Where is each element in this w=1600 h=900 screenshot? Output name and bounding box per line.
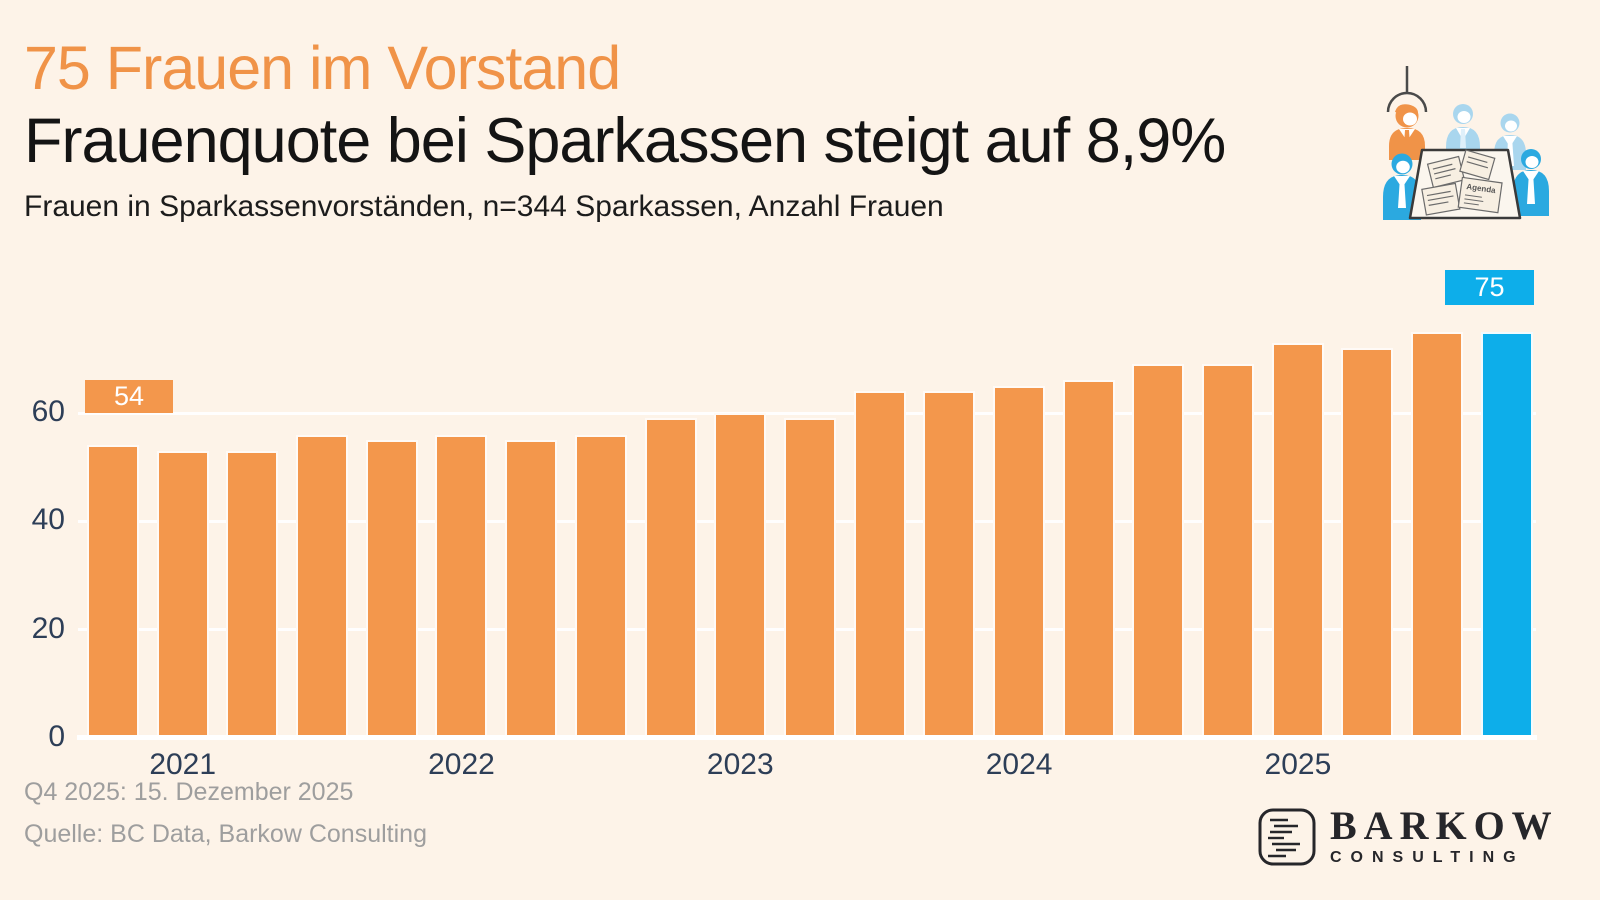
bar-q1-2023 [714, 413, 767, 738]
barkow-logo-icon [1258, 808, 1316, 865]
y-tick-label-40: 40 [31, 503, 65, 537]
barkow-logo: BARKOW CONSULTING [1258, 806, 1559, 867]
bar-series [87, 260, 1533, 738]
bar-q3-2022 [574, 435, 627, 738]
footnote: Q4 2025: 15. Dezember 2025 [24, 778, 354, 806]
source-note: Quelle: BC Data, Barkow Consulting [24, 820, 427, 848]
x-tick-label-2025: 2025 [1264, 748, 1332, 781]
spotlight-icon [1386, 66, 1428, 113]
person-orange-woman-icon [1389, 104, 1425, 160]
bar-q4-2025 [1480, 332, 1533, 738]
page-subtitle: Frauen in Sparkassenvorständen, n=344 Sp… [24, 190, 944, 223]
bar-q2-2023 [783, 418, 836, 738]
bar-q1-2025 [1271, 343, 1324, 738]
bar-chart: 0 20 40 60 2021 2022 2023 2024 2025 54 75 [32, 260, 1537, 781]
y-tick-label-60: 60 [31, 395, 65, 428]
x-tick-label-2021: 2021 [149, 748, 217, 781]
y-tick-label-20: 20 [31, 611, 65, 645]
person-lightblue-center-icon [1446, 104, 1480, 152]
person-lightblue-right-icon [1494, 113, 1526, 170]
x-tick-label-2024: 2024 [985, 748, 1053, 781]
page-title-highlight: 75 Frauen im Vorstand [24, 34, 621, 102]
logo-subname: CONSULTING [1330, 849, 1525, 866]
x-tick-label-2022: 2022 [428, 748, 495, 781]
bar-q3-2023 [853, 391, 906, 738]
agenda-paper-icon: Agenda [1457, 176, 1503, 214]
meeting-icon: Agenda [1383, 66, 1549, 220]
page-title: Frauenquote bei Sparkassen steigt auf 8,… [24, 106, 1226, 176]
bar-q1-2021 [156, 451, 209, 738]
paper-icon [1459, 149, 1496, 181]
first-bar-value-label: 54 [85, 380, 173, 413]
highlight-bar-value-label: 75 [1445, 270, 1534, 305]
meeting-table-icon: Agenda [1408, 148, 1522, 220]
bar-q4-2024 [1202, 364, 1254, 738]
x-tick-label-2023: 2023 [706, 748, 774, 781]
bar-q2-2022 [505, 440, 558, 738]
bar-q1-2022 [435, 435, 488, 738]
agenda-label: Agenda [1466, 182, 1497, 195]
bar-q2-2024 [1062, 380, 1115, 738]
gridline-60 [78, 411, 1536, 415]
logo-name: BARKOW [1330, 803, 1559, 848]
x-axis-line [77, 735, 1537, 740]
bar-q4-2021 [365, 440, 418, 738]
bar-q4-2022 [644, 418, 697, 738]
paper-icon [1421, 182, 1461, 216]
bar-q1-2024 [992, 386, 1045, 738]
bar-q4-2023 [923, 391, 976, 738]
bar-q4-2020 [87, 445, 139, 738]
bar-q3-2024 [1132, 364, 1185, 738]
bar-q3-2021 [296, 435, 349, 738]
y-tick-label-0: 0 [48, 720, 65, 753]
bar-q2-2025 [1341, 348, 1394, 738]
person-blue-right-icon [1513, 149, 1549, 216]
bar-q3-2025 [1411, 332, 1464, 738]
bar-q2-2021 [226, 451, 279, 738]
